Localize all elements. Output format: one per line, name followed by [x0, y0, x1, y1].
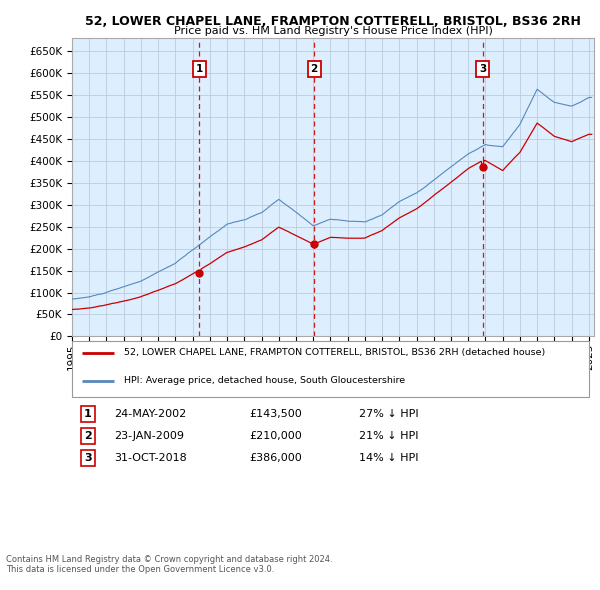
- Text: Contains HM Land Registry data © Crown copyright and database right 2024.: Contains HM Land Registry data © Crown c…: [6, 555, 332, 563]
- Text: 21% ↓ HPI: 21% ↓ HPI: [359, 431, 419, 441]
- Text: 3: 3: [479, 64, 486, 74]
- FancyBboxPatch shape: [72, 340, 589, 397]
- Text: 24-MAY-2002: 24-MAY-2002: [114, 409, 186, 419]
- Text: 23-JAN-2009: 23-JAN-2009: [114, 431, 184, 441]
- Text: £143,500: £143,500: [250, 409, 302, 419]
- Text: HPI: Average price, detached house, South Gloucestershire: HPI: Average price, detached house, Sout…: [124, 376, 406, 385]
- Text: 52, LOWER CHAPEL LANE, FRAMPTON COTTERELL, BRISTOL, BS36 2RH (detached house): 52, LOWER CHAPEL LANE, FRAMPTON COTTEREL…: [124, 349, 545, 358]
- Text: 2: 2: [310, 64, 317, 74]
- Text: 52, LOWER CHAPEL LANE, FRAMPTON COTTERELL, BRISTOL, BS36 2RH: 52, LOWER CHAPEL LANE, FRAMPTON COTTEREL…: [85, 15, 581, 28]
- Text: 1: 1: [196, 64, 203, 74]
- Text: 2: 2: [84, 431, 92, 441]
- Text: 1: 1: [84, 409, 92, 419]
- Text: 3: 3: [84, 453, 91, 463]
- Text: 31-OCT-2018: 31-OCT-2018: [114, 453, 187, 463]
- Text: This data is licensed under the Open Government Licence v3.0.: This data is licensed under the Open Gov…: [6, 565, 274, 574]
- Text: £210,000: £210,000: [250, 431, 302, 441]
- Text: 14% ↓ HPI: 14% ↓ HPI: [359, 453, 419, 463]
- Text: Price paid vs. HM Land Registry's House Price Index (HPI): Price paid vs. HM Land Registry's House …: [173, 26, 493, 36]
- Text: £386,000: £386,000: [250, 453, 302, 463]
- Text: 27% ↓ HPI: 27% ↓ HPI: [359, 409, 419, 419]
